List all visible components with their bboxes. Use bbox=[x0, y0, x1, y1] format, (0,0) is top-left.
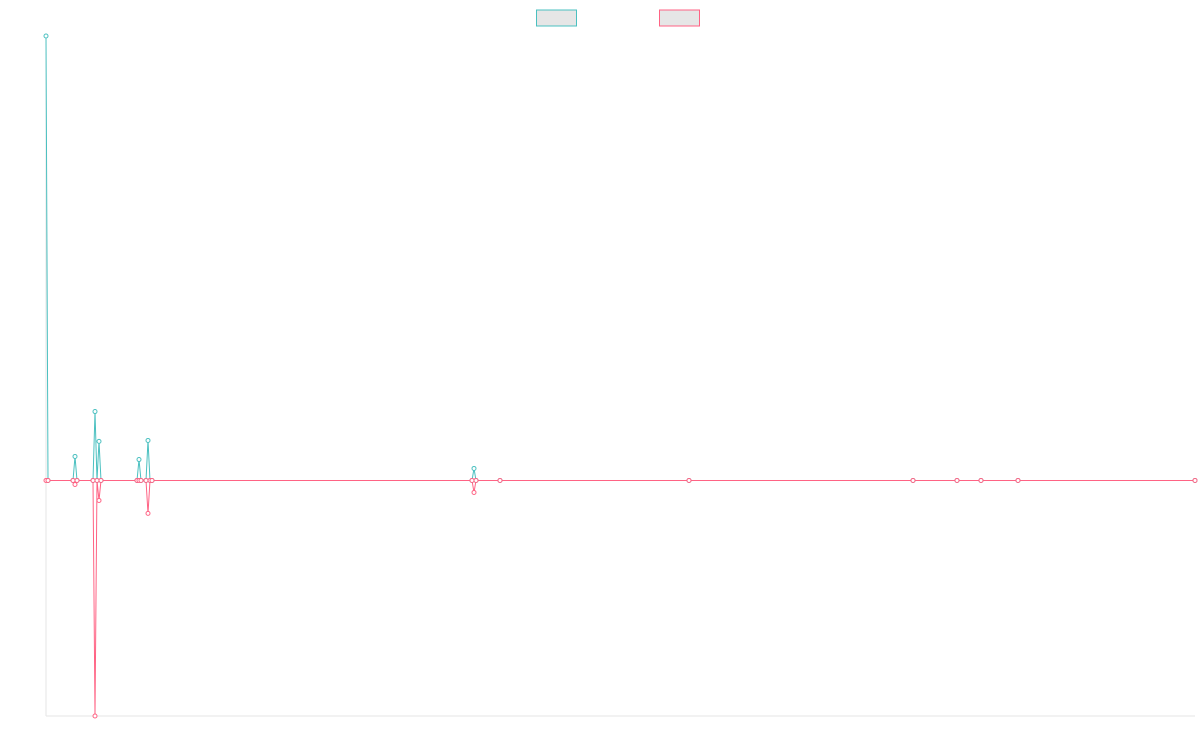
point bbox=[92, 713, 98, 719]
point bbox=[149, 477, 155, 483]
point bbox=[72, 481, 78, 487]
point bbox=[70, 477, 76, 483]
point bbox=[94, 477, 100, 483]
point bbox=[471, 489, 477, 495]
point bbox=[98, 477, 104, 483]
point bbox=[96, 497, 102, 503]
point bbox=[45, 477, 51, 483]
point bbox=[43, 33, 49, 39]
point bbox=[686, 477, 692, 483]
point bbox=[92, 409, 98, 415]
point bbox=[471, 465, 477, 471]
point bbox=[145, 510, 151, 516]
point bbox=[143, 477, 149, 483]
point bbox=[96, 438, 102, 444]
point bbox=[74, 477, 80, 483]
legend-swatch bbox=[536, 9, 577, 27]
series-line bbox=[46, 479, 1195, 717]
point bbox=[469, 477, 475, 483]
point bbox=[954, 477, 960, 483]
point bbox=[473, 477, 479, 483]
series-line bbox=[45, 35, 1195, 481]
point bbox=[72, 453, 78, 459]
point bbox=[1192, 477, 1198, 483]
point bbox=[138, 477, 144, 483]
point bbox=[145, 437, 151, 443]
point bbox=[90, 477, 96, 483]
point bbox=[136, 457, 142, 463]
point bbox=[910, 477, 916, 483]
point bbox=[978, 477, 984, 483]
point bbox=[1015, 477, 1021, 483]
legend-swatch bbox=[659, 9, 700, 27]
point bbox=[497, 477, 503, 483]
